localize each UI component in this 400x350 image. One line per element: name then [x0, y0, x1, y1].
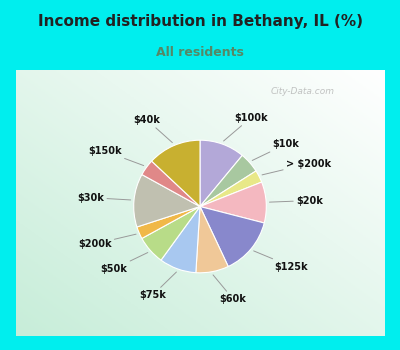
Text: $20k: $20k — [270, 196, 323, 205]
Wedge shape — [137, 206, 200, 238]
Wedge shape — [200, 182, 266, 223]
Text: $40k: $40k — [134, 115, 172, 142]
Text: $50k: $50k — [100, 253, 148, 274]
Text: $75k: $75k — [139, 272, 176, 300]
Text: $60k: $60k — [213, 275, 246, 304]
Text: > $200k: > $200k — [262, 159, 331, 175]
Wedge shape — [152, 140, 200, 206]
Wedge shape — [200, 155, 256, 206]
Wedge shape — [200, 206, 264, 266]
Text: All residents: All residents — [156, 46, 244, 58]
Wedge shape — [200, 140, 242, 206]
Wedge shape — [196, 206, 228, 273]
Text: $125k: $125k — [254, 251, 308, 272]
Wedge shape — [134, 175, 200, 227]
Text: $150k: $150k — [88, 146, 144, 166]
Text: Income distribution in Bethany, IL (%): Income distribution in Bethany, IL (%) — [38, 14, 362, 29]
Wedge shape — [161, 206, 200, 273]
Wedge shape — [142, 161, 200, 206]
Text: City-Data.com: City-Data.com — [271, 87, 335, 96]
Wedge shape — [142, 206, 200, 260]
Wedge shape — [200, 171, 262, 206]
Text: $100k: $100k — [224, 113, 268, 141]
Text: $10k: $10k — [252, 139, 300, 160]
Text: $30k: $30k — [77, 193, 131, 203]
Text: $200k: $200k — [78, 234, 136, 249]
